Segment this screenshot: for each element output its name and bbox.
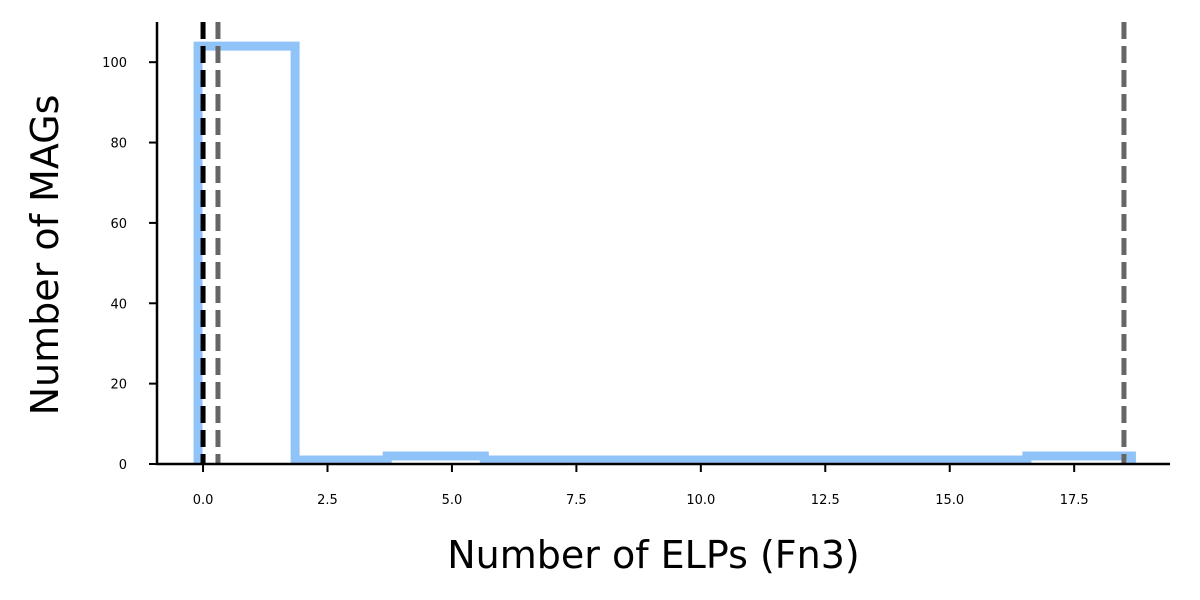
y-tick-label: 60	[110, 217, 127, 232]
x-tick-label: 12.5	[811, 493, 840, 508]
x-axis-label: Number of ELPs (Fn3)	[447, 533, 860, 577]
x-tick-label: 15.0	[935, 493, 964, 508]
x-tick-label: 10.0	[686, 493, 715, 508]
x-tick-label: 5.0	[442, 493, 463, 508]
x-tick-label: 7.5	[566, 493, 587, 508]
axes	[155, 22, 1170, 466]
y-axis-label: Number of MAGs	[23, 95, 67, 416]
x-ticks: 0.0 2.5 5.0 7.5 10.0 12.5 15.0 17.5	[193, 464, 1089, 508]
x-tick-label: 2.5	[317, 493, 338, 508]
histogram-step	[193, 41, 1136, 465]
x-tick-label: 0.0	[193, 493, 214, 508]
plot-area	[193, 41, 1136, 465]
reference-lines	[200, 22, 1127, 464]
y-tick-label: 80	[110, 137, 127, 152]
y-tick-label: 100	[102, 56, 127, 71]
y-tick-label: 40	[110, 297, 127, 312]
y-tick-label: 0	[119, 458, 127, 473]
y-tick-label: 20	[110, 378, 127, 393]
y-ticks: 0 20 40 60 80 100	[102, 56, 157, 473]
x-tick-label: 17.5	[1060, 493, 1089, 508]
